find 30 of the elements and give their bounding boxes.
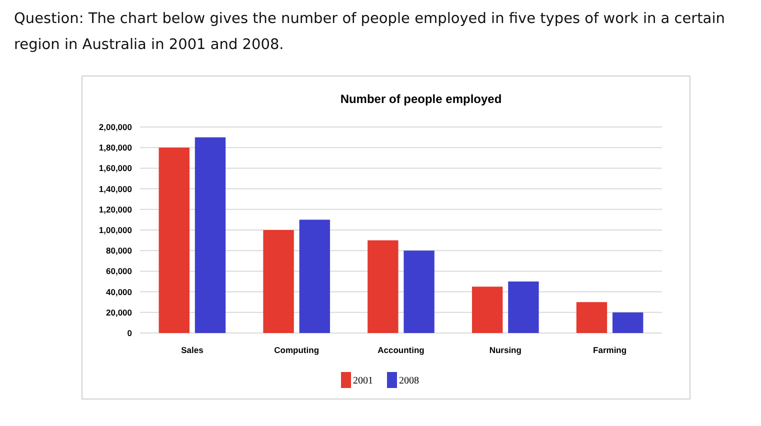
y-tick-label: 40,000 [106, 286, 132, 297]
y-tick-label: 0 [127, 328, 132, 338]
bar [263, 230, 294, 333]
x-tick-label: Sales [181, 345, 204, 355]
bar [368, 240, 398, 333]
y-tick-label: 2,00,000 [98, 122, 132, 132]
text: Question: The chart below gives the number of people employed in five types of work in a certain region in Australia in 2001 and 2008. [14, 10, 726, 55]
y-tick-label: 1,40,000 [98, 184, 132, 194]
bar [508, 282, 539, 333]
y-tick-label: 20,000 [106, 307, 132, 318]
y-tick-label: 80,000 [106, 246, 132, 256]
legend-label: 2008 [399, 376, 419, 386]
y-tick-label: 1,20,000 [98, 204, 132, 214]
y-tick-label: 1,00,000 [98, 224, 132, 235]
x-tick-label: Farming [593, 345, 627, 355]
x-tick-label: Computing [274, 345, 320, 355]
chart-title: Number of people employed [340, 92, 502, 106]
bar [576, 302, 608, 333]
y-tick-label: 60,000 [106, 266, 132, 276]
bar [299, 220, 330, 333]
bar [404, 250, 434, 333]
bar [194, 137, 226, 333]
bar [158, 148, 190, 333]
x-tick-label: Accounting [378, 345, 424, 355]
legend-label: 2001 [353, 376, 373, 386]
bar [612, 312, 644, 333]
y-tick-label: 1,60,000 [98, 163, 132, 174]
bar [472, 286, 503, 333]
y-tick-label: 1,80,000 [98, 142, 132, 153]
x-tick-label: Nursing [489, 345, 522, 355]
